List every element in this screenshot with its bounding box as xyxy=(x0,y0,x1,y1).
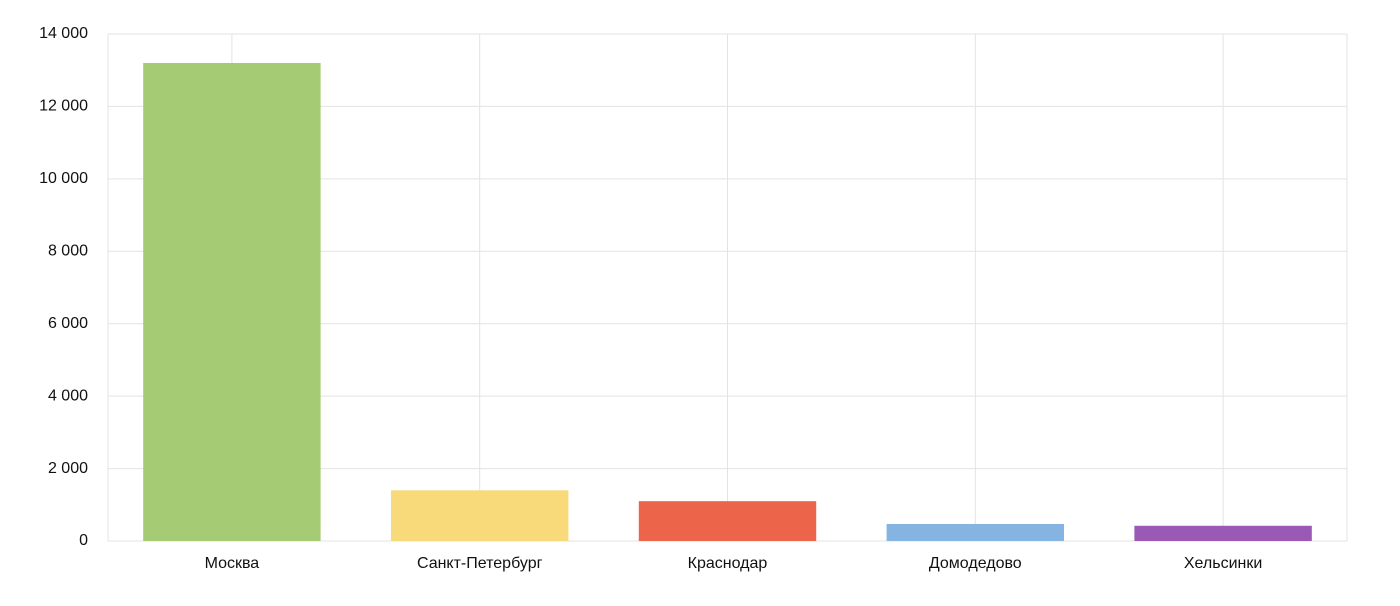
x-tick-label: Санкт-Петербург xyxy=(417,555,543,572)
x-tick-label: Москва xyxy=(205,555,260,572)
y-tick-label: 10 000 xyxy=(39,170,88,187)
x-tick-label: Домодедово xyxy=(929,555,1022,572)
y-tick-label: 2 000 xyxy=(48,460,88,477)
bar xyxy=(1134,525,1312,541)
y-tick-label: 0 xyxy=(79,532,88,549)
bar xyxy=(143,62,321,541)
bar xyxy=(390,490,569,541)
bar xyxy=(638,501,817,541)
x-tick-label: Краснодар xyxy=(688,555,768,572)
y-tick-label: 8 000 xyxy=(48,243,88,260)
bar xyxy=(886,523,1065,541)
y-tick-label: 4 000 xyxy=(48,387,88,404)
y-tick-label: 12 000 xyxy=(39,98,88,115)
y-tick-label: 6 000 xyxy=(48,315,88,332)
y-tick-label: 14 000 xyxy=(39,25,88,42)
x-tick-label: Хельсинки xyxy=(1184,555,1262,572)
